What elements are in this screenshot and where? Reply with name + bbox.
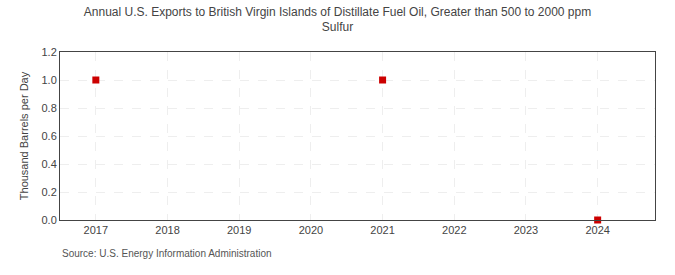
svg-text:1.2: 1.2 [42,46,57,58]
svg-text:2023: 2023 [514,224,538,236]
svg-text:2020: 2020 [299,224,323,236]
svg-text:2017: 2017 [84,224,108,236]
svg-text:2019: 2019 [227,224,251,236]
svg-text:0.6: 0.6 [42,130,57,142]
svg-text:0.2: 0.2 [42,186,57,198]
svg-text:0.4: 0.4 [42,158,57,170]
svg-text:0.8: 0.8 [42,102,57,114]
svg-text:2024: 2024 [585,224,609,236]
svg-text:0.0: 0.0 [42,214,57,226]
svg-text:2022: 2022 [442,224,466,236]
svg-text:2021: 2021 [370,224,394,236]
svg-text:2018: 2018 [155,224,179,236]
svg-text:Thousand Barrels per Day: Thousand Barrels per Day [18,71,30,200]
svg-text:Source: U.S. Energy Informatio: Source: U.S. Energy Information Administ… [62,248,272,259]
svg-text:Annual U.S. Exports to British: Annual U.S. Exports to British Virgin Is… [84,5,591,35]
svg-text:1.0: 1.0 [42,74,57,86]
